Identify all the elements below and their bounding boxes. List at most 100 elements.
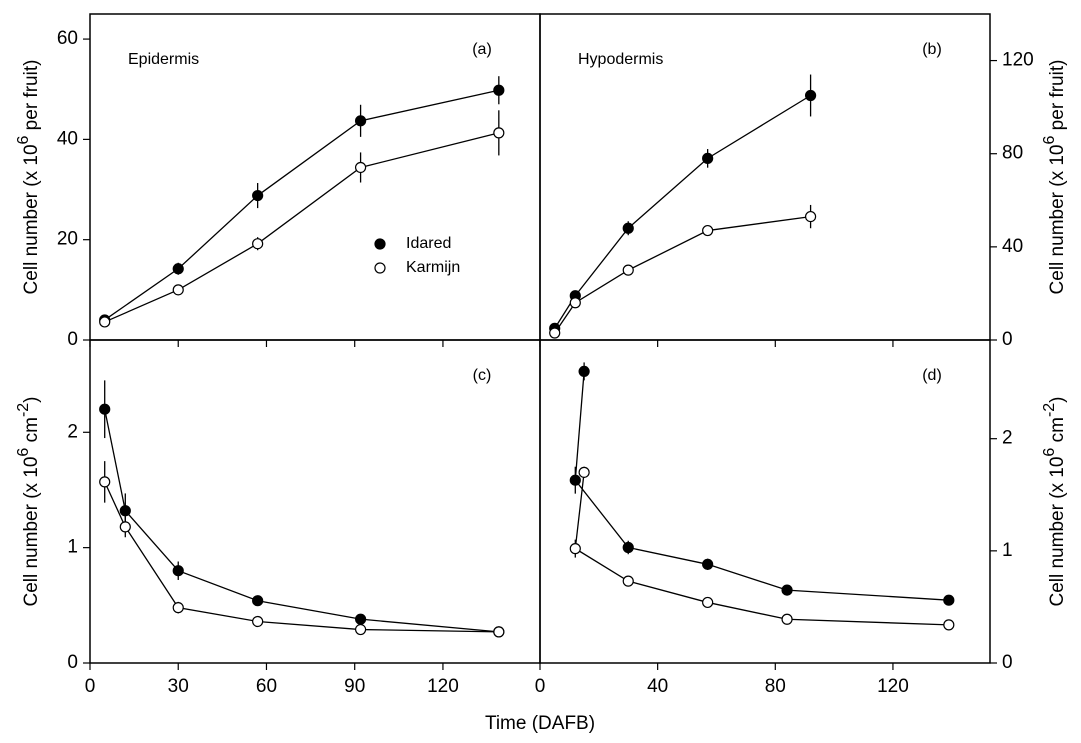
marker	[172, 263, 184, 275]
y-axis-label-part: Cell number (x 10	[21, 457, 42, 607]
y-axis-label: Cell number (x 106 per fruit)	[15, 60, 42, 295]
marker	[354, 115, 367, 127]
marker	[493, 626, 505, 638]
y-axis-label-part: Cell number (x 10	[1047, 144, 1068, 294]
legend-label: Karmijn	[406, 259, 460, 276]
series-line	[104, 89, 499, 321]
marker	[578, 365, 590, 378]
marker	[804, 89, 817, 102]
marker	[702, 558, 714, 570]
x-tick-label: 0	[85, 676, 96, 697]
y-axis-label-sup: -2	[1041, 403, 1058, 417]
x-tick-label: 120	[427, 676, 459, 697]
y-axis-label-part: cm	[1047, 417, 1068, 448]
legend-marker	[374, 238, 386, 250]
marker	[702, 224, 714, 237]
panel-label: (c)	[473, 367, 492, 384]
marker	[622, 222, 634, 234]
legend-label: Idared	[406, 235, 451, 252]
y-tick-label: 1	[1002, 540, 1013, 561]
y-axis-label-part: cm	[21, 417, 42, 448]
series-line	[554, 94, 811, 329]
y-axis-label-part: Cell number (x 10	[1047, 457, 1068, 607]
y-tick-label: 0	[1002, 652, 1013, 673]
panel-frame	[89, 339, 541, 664]
marker	[569, 474, 581, 486]
y-tick-label: 40	[57, 128, 78, 149]
y-tick-label: 2	[1002, 428, 1013, 449]
y-tick-label: 1	[67, 537, 78, 558]
marker	[549, 327, 561, 339]
y-axis-label-sup: 6	[15, 135, 32, 144]
y-tick-label: 2	[67, 421, 78, 442]
series-line	[554, 215, 811, 334]
marker	[119, 521, 131, 533]
y-axis-label-part: )	[1047, 396, 1068, 402]
series-line	[104, 409, 499, 633]
series-line	[104, 132, 499, 323]
panel-label: (b)	[922, 41, 942, 58]
marker	[781, 584, 793, 596]
marker	[622, 575, 634, 587]
y-tick-label: 20	[57, 229, 78, 250]
y-tick-label: 40	[1002, 236, 1023, 257]
marker	[99, 403, 111, 415]
x-tick-label: 120	[877, 676, 909, 697]
y-axis-label-sup: 6	[1041, 448, 1058, 457]
panel-frame	[539, 339, 991, 664]
y-axis-label: Cell number (x 106 cm-2)	[15, 396, 42, 606]
marker	[172, 602, 184, 614]
y-axis-label-sup: 6	[1041, 135, 1058, 144]
marker	[804, 210, 817, 223]
series-line	[574, 371, 949, 601]
marker	[252, 189, 264, 202]
marker	[943, 619, 955, 631]
marker	[569, 297, 581, 309]
marker	[493, 127, 505, 139]
y-axis-label-part: )	[21, 396, 42, 402]
marker	[99, 316, 111, 328]
y-tick-label: 80	[1002, 143, 1023, 164]
marker	[252, 238, 264, 250]
x-tick-label: 0	[535, 676, 546, 697]
x-tick-label: 40	[647, 676, 668, 697]
panel-label: (a)	[472, 41, 492, 58]
marker	[702, 596, 714, 609]
x-tick-label: 30	[168, 676, 189, 697]
marker	[252, 615, 264, 628]
marker	[172, 565, 184, 577]
y-axis-label: Cell number (x 106 per fruit)	[1041, 60, 1068, 295]
tissue-label: Epidermis	[128, 51, 199, 68]
panel-label: (d)	[922, 367, 942, 384]
marker	[99, 476, 111, 488]
marker	[781, 613, 793, 625]
marker	[622, 264, 634, 276]
y-axis-label-part: per fruit)	[21, 60, 42, 136]
marker	[252, 595, 264, 607]
y-axis-label-sup: 6	[15, 448, 32, 457]
marker	[622, 541, 634, 554]
y-tick-label: 60	[57, 28, 78, 49]
x-tick-label: 80	[765, 676, 786, 697]
y-tick-label: 0	[67, 329, 78, 350]
marker	[172, 284, 184, 296]
series-line	[574, 472, 949, 626]
marker	[493, 84, 505, 96]
y-axis-label-sup: -2	[15, 403, 32, 417]
marker	[119, 505, 131, 517]
marker	[354, 623, 367, 636]
marker	[569, 543, 581, 555]
tissue-label: Hypodermis	[578, 51, 663, 68]
legend-marker	[374, 262, 386, 274]
marker	[578, 466, 590, 478]
y-axis-label-part: Cell number (x 10	[21, 144, 42, 294]
x-tick-label: 60	[256, 676, 277, 697]
y-tick-label: 120	[1002, 50, 1034, 71]
marker	[943, 594, 955, 606]
marker	[702, 152, 714, 164]
y-axis-label: Cell number (x 106 cm-2)	[1041, 396, 1068, 606]
x-tick-label: 90	[344, 676, 365, 697]
marker	[354, 613, 367, 625]
marker	[354, 161, 367, 174]
